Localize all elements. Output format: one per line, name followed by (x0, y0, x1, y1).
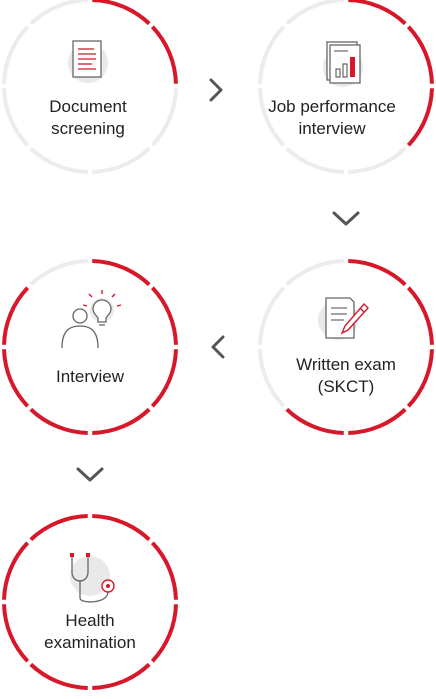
step-interview (2, 259, 178, 435)
step-label-line: examination (44, 633, 136, 652)
progress-ring-segment-filled (2, 286, 30, 345)
progress-ring-segment (285, 259, 344, 287)
exam-pencil-icon (318, 297, 369, 340)
progress-ring-segment-filled (29, 662, 88, 690)
step-label-line: Health (65, 611, 115, 630)
step-document-screening (2, 0, 178, 174)
step-label-line: interview (298, 119, 366, 138)
progress-ring-segment (285, 0, 344, 26)
progress-ring-segment-filled (92, 407, 151, 435)
progress-ring-segment-filled (92, 662, 151, 690)
progress-ring-segment-filled (150, 604, 178, 663)
progress-ring-segment-filled (92, 259, 151, 287)
step-label-job-performance-interview: Job performance interview (252, 96, 412, 140)
step-label-line: Job performance (268, 97, 396, 116)
progress-ring-segment (258, 88, 286, 147)
chevron-down-icon (332, 211, 360, 226)
progress-ring-segment-filled (348, 0, 407, 26)
step-label-line: Document (49, 97, 127, 116)
progress-ring-segment-filled (29, 514, 88, 542)
progress-ring-segment (29, 0, 88, 26)
chevron-left-icon (211, 335, 225, 359)
progress-ring-segment-filled (406, 25, 434, 84)
progress-ring-segment (348, 146, 407, 174)
progress-ring-segment (150, 88, 178, 147)
progress-ring-segment (2, 25, 30, 84)
progress-ring-segment-filled (406, 286, 434, 345)
progress-ring-segment-filled (150, 349, 178, 408)
chevron-down-icon (76, 467, 104, 482)
report-chart-icon (323, 41, 363, 87)
step-job-performance-interview (258, 0, 434, 174)
step-written-exam (258, 259, 434, 435)
progress-ring-segment-filled (2, 541, 30, 600)
progress-ring-segment-filled (29, 407, 88, 435)
progress-ring-segment-filled (348, 259, 407, 287)
progress-ring-segment-filled (92, 0, 151, 26)
progress-ring-segment-filled (150, 25, 178, 84)
step-label-line: screening (51, 119, 125, 138)
step-label-written-exam: Written exam (SKCT) (266, 354, 426, 398)
progress-ring-segment-filled (406, 88, 434, 147)
stethoscope-icon (70, 553, 115, 603)
progress-ring-segment (29, 259, 88, 287)
progress-ring-segment-filled (285, 407, 344, 435)
step-label-health-examination: Health examination (10, 610, 170, 654)
step-label-line: (SKCT) (317, 377, 375, 396)
progress-ring-segment-filled (2, 349, 30, 408)
step-label-document-screening: Document screening (8, 96, 168, 140)
step-health-examination (2, 514, 178, 690)
step-label-line: Written exam (296, 355, 396, 374)
document-icon (68, 40, 108, 83)
progress-ring-segment (2, 88, 30, 147)
chevron-right-icon (209, 78, 223, 102)
progress-ring-segment (29, 146, 88, 174)
step-label-interview: Interview (10, 366, 170, 388)
progress-ring-segment (285, 146, 344, 174)
progress-ring-segment (92, 146, 151, 174)
progress-ring-segment-filled (92, 514, 151, 542)
progress-ring-segment-filled (348, 407, 407, 435)
progress-ring-segment-filled (150, 541, 178, 600)
progress-ring-segment (258, 349, 286, 408)
person-lightbulb-icon (61, 290, 122, 349)
progress-ring-segment (258, 286, 286, 345)
progress-ring-segment-filled (406, 349, 434, 408)
progress-ring-segment (258, 25, 286, 84)
progress-ring-segment-filled (2, 604, 30, 663)
step-label-line: Interview (55, 367, 125, 386)
progress-ring-segment-filled (150, 286, 178, 345)
